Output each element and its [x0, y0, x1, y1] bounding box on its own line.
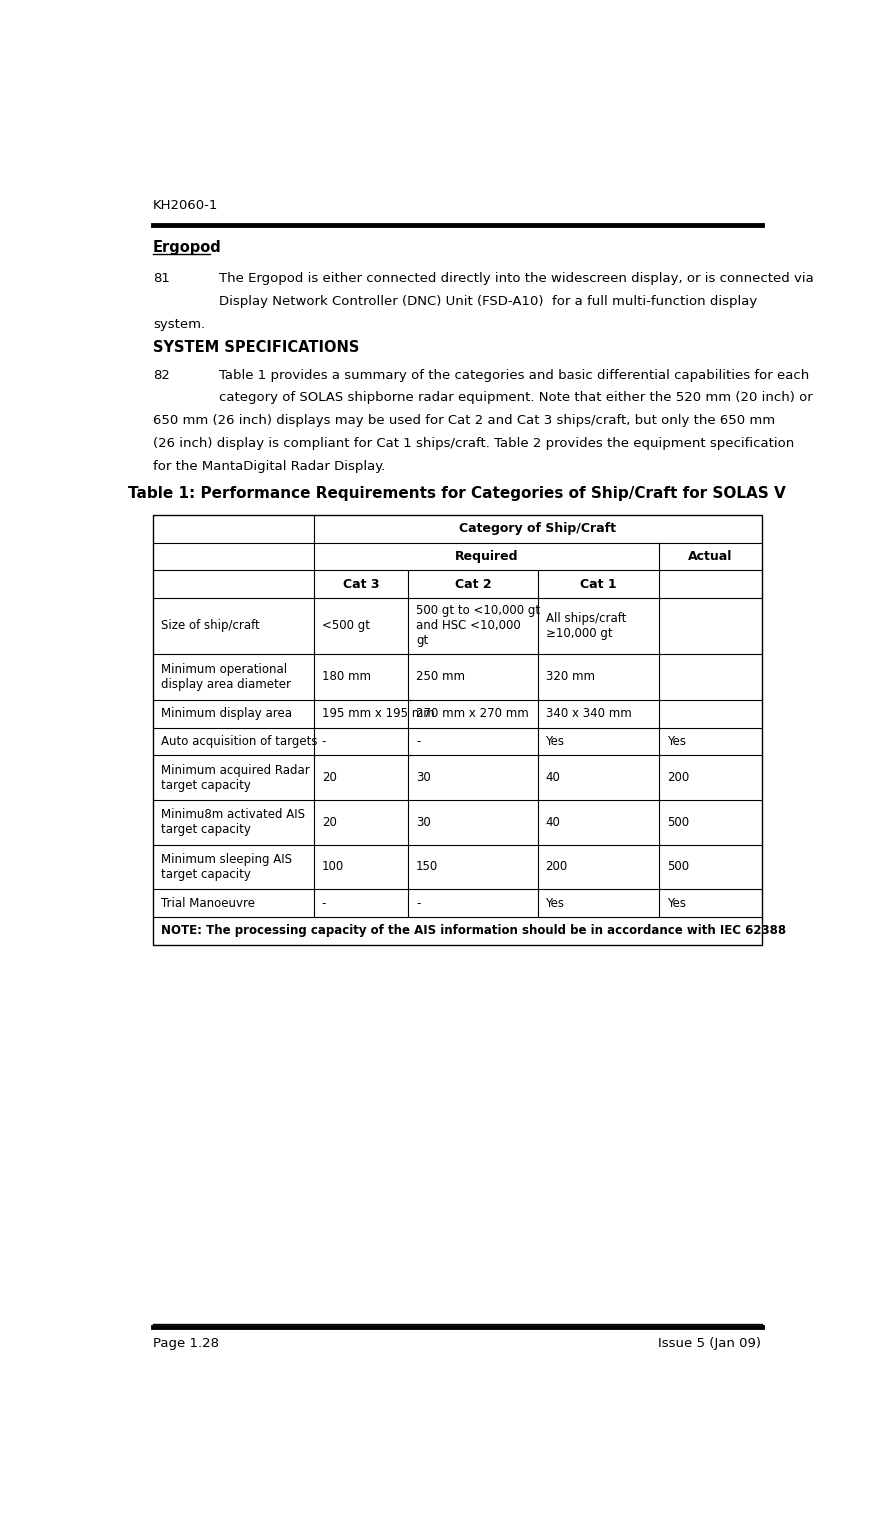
- Text: -: -: [416, 897, 421, 909]
- Text: -: -: [322, 897, 326, 909]
- Text: 82: 82: [153, 369, 170, 382]
- Text: 20: 20: [322, 771, 337, 784]
- Text: The Ergopod is either connected directly into the widescreen display, or is conn: The Ergopod is either connected directly…: [219, 273, 814, 285]
- Text: 500: 500: [667, 816, 690, 829]
- Text: category of SOLAS shipborne radar equipment. Note that either the 520 mm (20 inc: category of SOLAS shipborne radar equipm…: [219, 391, 812, 404]
- Text: 650 mm (26 inch) displays may be used for Cat 2 and Cat 3 ships/craft, but only : 650 mm (26 inch) displays may be used fo…: [153, 414, 775, 427]
- Text: 200: 200: [667, 771, 690, 784]
- Text: Table 1: Performance Requirements for Categories of Ship/Craft for SOLAS V: Table 1: Performance Requirements for Ca…: [128, 485, 786, 501]
- Text: 30: 30: [416, 771, 431, 784]
- Text: 250 mm: 250 mm: [416, 670, 465, 684]
- Text: Yes: Yes: [667, 897, 686, 909]
- Text: Table 1 provides a summary of the categories and basic differential capabilities: Table 1 provides a summary of the catego…: [219, 369, 809, 382]
- Text: 270 mm x 270 mm: 270 mm x 270 mm: [416, 707, 529, 720]
- Bar: [153, 514, 761, 945]
- Text: Category of Ship/Craft: Category of Ship/Craft: [460, 522, 616, 536]
- Text: <500 gt: <500 gt: [322, 620, 370, 632]
- Text: -: -: [416, 736, 421, 748]
- Text: 150: 150: [416, 861, 438, 873]
- Text: -: -: [322, 736, 326, 748]
- Text: Cat 1: Cat 1: [580, 578, 617, 591]
- Text: 320 mm: 320 mm: [545, 670, 595, 684]
- Text: Display Network Controller (DNC) Unit (FSD-A10)  for a full multi-function displ: Display Network Controller (DNC) Unit (F…: [219, 295, 758, 308]
- Text: system.: system.: [153, 317, 205, 331]
- Text: 200: 200: [545, 861, 568, 873]
- Text: NOTE: The processing capacity of the AIS information should be in accordance wit: NOTE: The processing capacity of the AIS…: [161, 925, 786, 937]
- Text: 40: 40: [545, 771, 560, 784]
- Text: Yes: Yes: [667, 736, 686, 748]
- Text: Minimum display area: Minimum display area: [161, 707, 292, 720]
- Text: 30: 30: [416, 816, 431, 829]
- Text: Ergopod: Ergopod: [153, 240, 222, 255]
- Text: Minimum operational
display area diameter: Minimum operational display area diamete…: [161, 662, 291, 691]
- Text: 81: 81: [153, 273, 170, 285]
- Text: Cat 2: Cat 2: [454, 578, 492, 591]
- Text: 180 mm: 180 mm: [322, 670, 370, 684]
- Text: Minimu8m activated AIS
target capacity: Minimu8m activated AIS target capacity: [161, 809, 305, 836]
- Text: Cat 3: Cat 3: [343, 578, 379, 591]
- Text: SYSTEM SPECIFICATIONS: SYSTEM SPECIFICATIONS: [153, 340, 360, 356]
- Text: 500 gt to <10,000 gt
and HSC <10,000
gt: 500 gt to <10,000 gt and HSC <10,000 gt: [416, 604, 540, 647]
- Text: 195 mm x 195 mm: 195 mm x 195 mm: [322, 707, 435, 720]
- Text: Required: Required: [455, 549, 519, 563]
- Text: Minimum sleeping AIS
target capacity: Minimum sleeping AIS target capacity: [161, 853, 292, 881]
- Text: 500: 500: [667, 861, 690, 873]
- Text: Page 1.28: Page 1.28: [153, 1337, 219, 1349]
- Text: 100: 100: [322, 861, 344, 873]
- Text: 40: 40: [545, 816, 560, 829]
- Text: 340 x 340 mm: 340 x 340 mm: [545, 707, 631, 720]
- Text: Trial Manoeuvre: Trial Manoeuvre: [161, 897, 255, 909]
- Text: Minimum acquired Radar
target capacity: Minimum acquired Radar target capacity: [161, 763, 309, 792]
- Text: 20: 20: [322, 816, 337, 829]
- Text: Actual: Actual: [689, 549, 733, 563]
- Text: Auto acquisition of targets: Auto acquisition of targets: [161, 736, 317, 748]
- Text: Size of ship/craft: Size of ship/craft: [161, 620, 260, 632]
- Text: KH2060-1: KH2060-1: [153, 200, 218, 212]
- Text: Yes: Yes: [545, 897, 565, 909]
- Text: for the MantaDigital Radar Display.: for the MantaDigital Radar Display.: [153, 459, 385, 473]
- Text: Issue 5 (Jan 09): Issue 5 (Jan 09): [659, 1337, 761, 1349]
- Text: (26 inch) display is compliant for Cat 1 ships/craft. Table 2 provides the equip: (26 inch) display is compliant for Cat 1…: [153, 436, 795, 450]
- Text: Yes: Yes: [545, 736, 565, 748]
- Text: All ships/craft
≥10,000 gt: All ships/craft ≥10,000 gt: [545, 612, 626, 639]
